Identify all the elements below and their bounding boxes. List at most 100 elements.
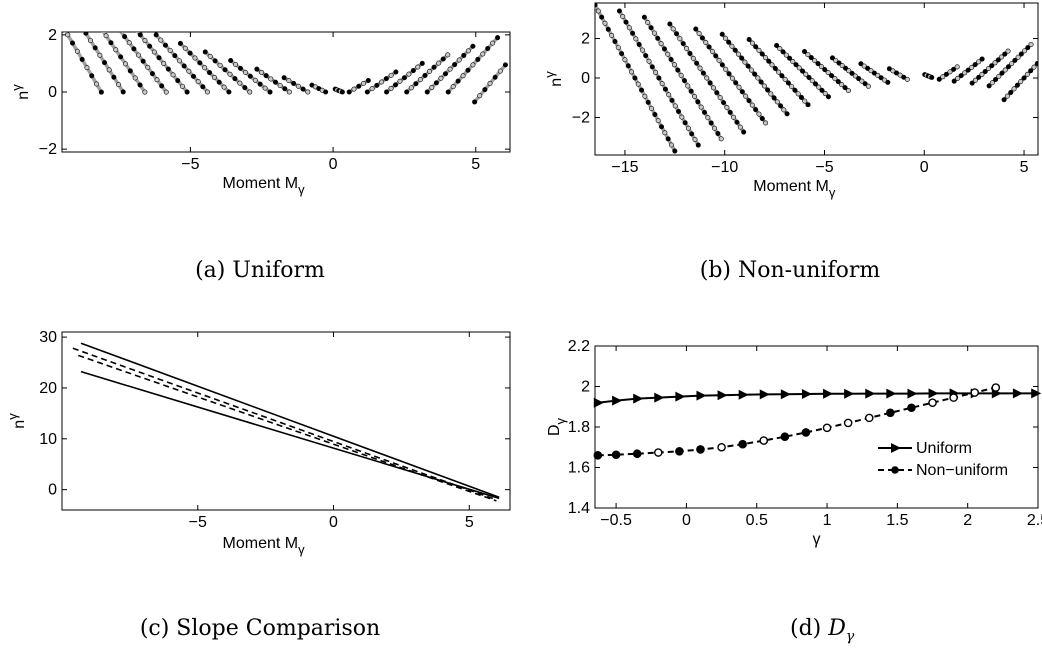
y-tick-label: 1.6 [568,460,590,477]
data-point [1014,82,1020,88]
data-point [805,102,811,108]
data-point [709,48,715,54]
data-point [813,81,819,87]
data-point [639,47,645,53]
marker-circle [696,445,705,454]
y-tick-label: 2 [581,379,590,396]
data-point [74,48,80,54]
data-point [885,79,891,85]
x-tick-label: 2.5 [1027,512,1042,529]
data-point [1005,48,1011,54]
data-point [281,75,287,81]
data-point [646,58,652,64]
data-point [232,76,238,82]
data-point [676,109,682,115]
data-point [192,55,198,61]
chart-b: −15 −10 −5 0 5 −2 0 2 Moment Mγ nγ [520,0,1040,200]
data-point [979,71,985,77]
y-tick-label: 2 [581,31,590,48]
marker-triangle [907,388,918,399]
data-point [51,8,55,12]
data-point [789,84,795,90]
data-point [465,67,471,73]
marker-circle [970,388,980,397]
data-point [379,79,385,85]
data-point [763,55,769,61]
data-point [684,46,690,52]
plot-frame [594,2,1039,156]
series-line-0 [597,392,1036,404]
data-point [172,53,178,59]
data-point [674,31,680,37]
caption-d-prefix: (d) [790,616,829,641]
data-point [272,79,278,85]
data-point [958,73,964,79]
data-point [616,8,622,14]
data-point [692,136,698,142]
x-tick-label: 1.5 [886,512,908,529]
data-point [670,26,676,32]
data-point [94,81,100,87]
data-point [718,136,724,142]
data-point [1028,68,1034,74]
data-point [88,38,94,44]
data-point [97,52,103,58]
x-axis-label-main: Moment M [223,175,299,192]
legend-label-1: Non−uniform [916,462,1008,479]
data-point [228,58,234,64]
data-point [393,69,399,75]
data-point [89,12,93,16]
data-point [808,55,814,61]
data-point [142,89,148,95]
x-tick-label: 2 [963,512,972,529]
data-point [165,66,171,72]
data-point [678,72,684,78]
data-point [1028,41,1034,47]
data-point [739,89,745,95]
data-point [227,71,233,77]
data-point [263,73,269,79]
data-point [599,14,605,20]
data-point [969,80,975,86]
data-point [671,62,677,68]
data-point [965,67,971,73]
data-point [445,52,451,58]
data-point [477,93,483,99]
data-point [46,0,50,4]
x-tick-label: 0 [329,514,338,531]
data-point [714,90,720,96]
data-point [447,66,453,72]
data-point [186,68,192,74]
x-tick-label: 5 [1020,159,1029,176]
data-point [982,69,988,75]
data-point [659,124,665,130]
x-axis-label-sub: γ [298,182,305,197]
plot-frame [594,345,1039,509]
data-point [254,66,260,72]
data-point [182,45,188,51]
data-point [212,58,218,64]
data-point [732,47,738,53]
data-point [1018,79,1024,85]
y-tick-label: 10 [39,431,57,448]
data-point [734,119,740,125]
data-point [886,66,892,72]
data-point [979,56,985,62]
data-point [455,78,461,84]
marker-circle [801,428,811,437]
data-point [658,41,664,47]
data-point [955,75,961,81]
data-point [992,60,998,66]
data-point [772,65,778,71]
data-point [846,68,852,74]
data-point [704,75,710,81]
data-point [633,36,639,42]
data-point [693,26,699,32]
data-point [825,70,831,76]
data-point [1008,89,1014,95]
data-point [962,70,968,76]
data-point [746,98,752,104]
marker-circle [949,393,958,402]
data-point [142,38,148,44]
data-point [698,104,704,110]
